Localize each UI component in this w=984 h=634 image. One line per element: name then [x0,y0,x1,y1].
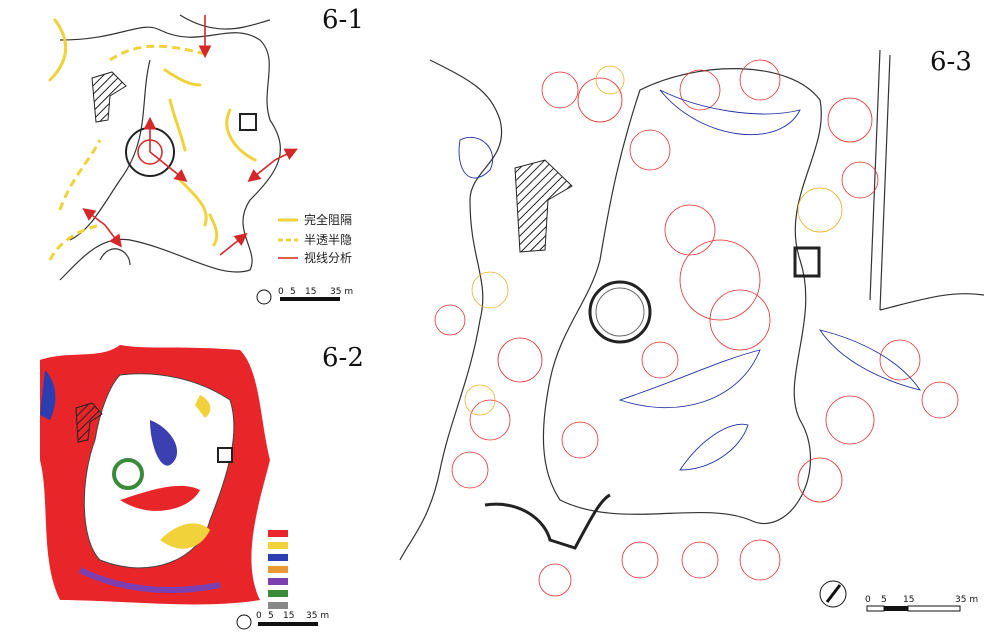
panel-6-1 [50,15,340,304]
scale-label: 15 [903,595,914,605]
scale-label: 5 [290,287,296,297]
panel-6-3 [400,50,984,611]
scale-label: 5 [268,611,274,621]
panel-6-2 [40,345,318,629]
scale-label: 0 [256,611,262,621]
scale-label: 35 m [306,611,329,621]
legend-text: 半透半隐 [304,233,352,247]
legend-text: 视线分析 [304,250,352,265]
panel-label: 6-2 [322,343,364,373]
plan-sheet: 6-1 完全阻隔 半透半隐 视线分析 0 5 15 35 m 6-2 0 5 1… [0,0,984,634]
legend-text: 完全阻隔 [304,212,352,227]
scale-label: 35 m [955,595,978,605]
scale-label: 5 [881,595,887,605]
scale-label: 0 [865,595,871,605]
scale-label: 15 [305,287,316,297]
scale-label: 0 [278,287,284,297]
panel-label: 6-1 [322,5,364,35]
scale-label: 35 m [330,287,353,297]
panel-label: 6-3 [930,47,972,77]
scale-label: 15 [283,611,294,621]
